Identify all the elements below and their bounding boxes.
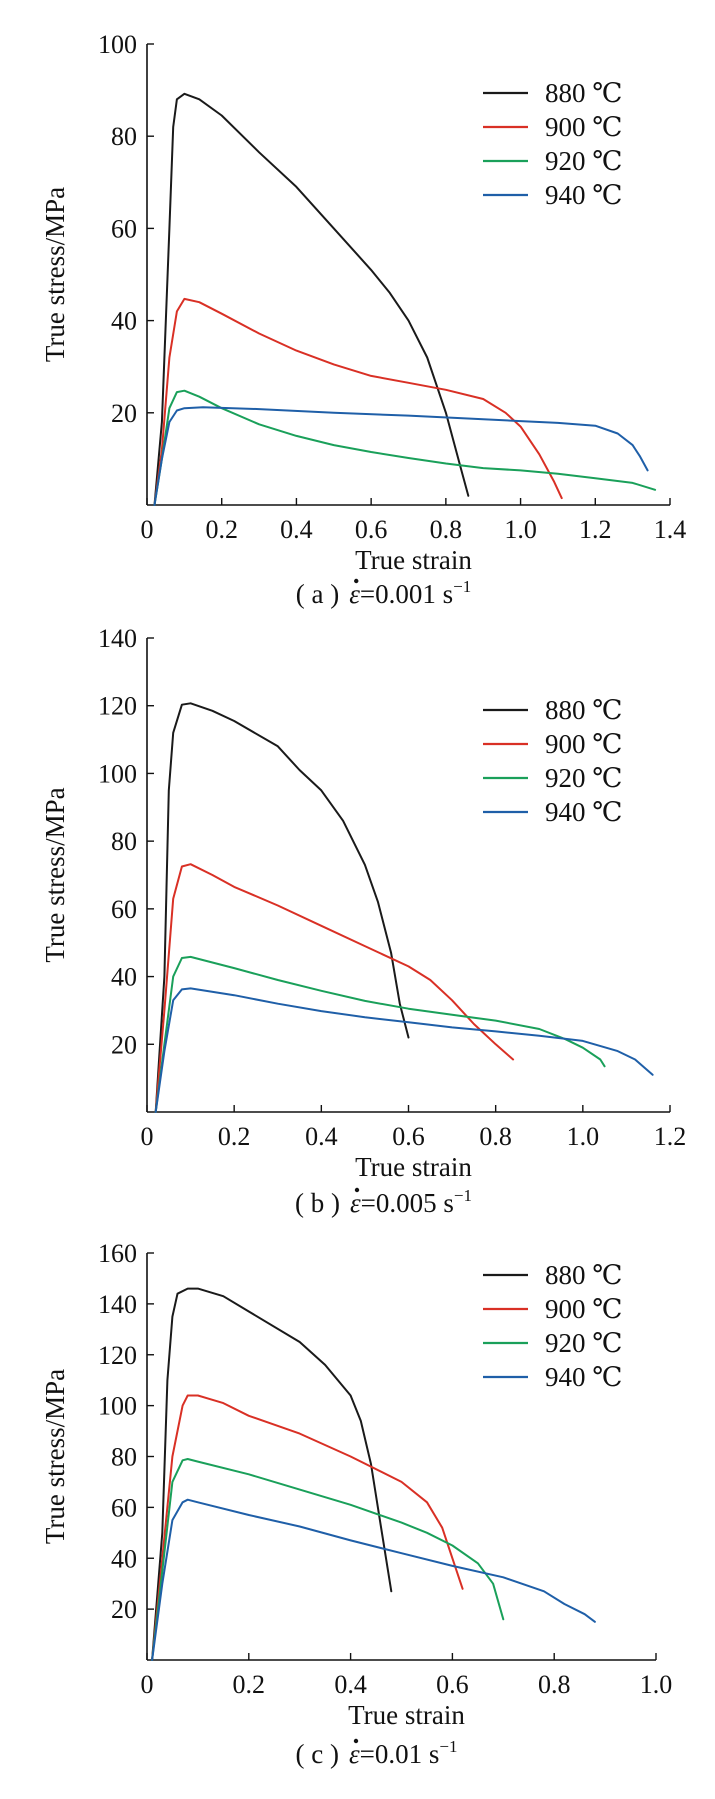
panel-a-x-tick-label: 0.8 bbox=[430, 515, 463, 544]
panel-b-x-axis-title: True strain bbox=[355, 1152, 472, 1182]
panel-a-legend-label-3: 940 ℃ bbox=[545, 180, 622, 210]
panel-a-x-tick-label: 1.2 bbox=[579, 515, 612, 544]
panel-a-y-tick-label: 80 bbox=[111, 122, 137, 151]
panel-c-series-line-1 bbox=[151, 1394, 464, 1661]
panel-a-caption: ( a ) ε=0.001 s−1 bbox=[296, 577, 471, 609]
panel-a-series-line-3 bbox=[153, 406, 649, 506]
panel-b-x-tick-label: 1.2 bbox=[654, 1122, 687, 1151]
panel-b-series-line-0 bbox=[154, 702, 410, 1113]
panel-c-y-tick-label: 60 bbox=[111, 1493, 137, 1522]
panel-a-legend-label-0: 880 ℃ bbox=[545, 78, 622, 108]
panel-a-y-tick-label: 100 bbox=[98, 30, 137, 59]
panel-c-legend-label-2: 920 ℃ bbox=[545, 1328, 622, 1358]
panel-c-x-tick-label: 0.8 bbox=[538, 1670, 571, 1699]
panel-c-caption-dot-mark bbox=[353, 1738, 359, 1744]
panel-c-caption-unit-exponent: −1 bbox=[439, 1737, 457, 1756]
panel-b-y-tick-label: 80 bbox=[111, 827, 137, 856]
panel-c-x-tick-label: 0.4 bbox=[334, 1670, 367, 1699]
panel-c-x-tick-label: 0.2 bbox=[233, 1670, 266, 1699]
panel-b-y-tick-label: 20 bbox=[111, 1030, 137, 1059]
panel-b-legend-label-2: 920 ℃ bbox=[545, 763, 622, 793]
panel-b-caption-prefix: ( b ) bbox=[295, 1188, 340, 1218]
panel-b-legend-label-1: 900 ℃ bbox=[545, 729, 622, 759]
panel-a-series-line-1 bbox=[153, 297, 563, 506]
panel-a-y-tick-label: 20 bbox=[111, 399, 137, 428]
panel-c-legend-label-1: 900 ℃ bbox=[545, 1294, 622, 1324]
panel-c-x-tick-label: 1.0 bbox=[640, 1670, 673, 1699]
panel-c-series-line-2 bbox=[151, 1458, 505, 1661]
panel-a-x-tick-label: 0.6 bbox=[355, 515, 388, 544]
panel-b-caption-symbol: ε bbox=[350, 1188, 361, 1218]
panel-a-y-tick-label: 60 bbox=[111, 214, 137, 243]
panel-b-y-tick-label: 100 bbox=[98, 759, 137, 788]
panel-a-legend-label-2: 920 ℃ bbox=[545, 146, 622, 176]
panel-a-caption-rate: =0.001 s bbox=[360, 579, 453, 609]
panel-a: 0 0.2 0.4 0.6 0.8 1.0 1.2 1.4 20 40 60 80 100 True st… bbox=[40, 30, 686, 609]
panel-b-y-axis-title: True stress/MPa bbox=[40, 787, 70, 962]
panel-c-caption: ( c ) ε=0.01 s−1 bbox=[296, 1737, 458, 1769]
panel-b-caption-unit-exponent: −1 bbox=[454, 1186, 472, 1205]
panel-a-x-tick-label: 0 bbox=[141, 515, 154, 544]
panel-b-caption-rate: =0.005 s bbox=[361, 1188, 454, 1218]
panel-b-x-tick-label: 1.0 bbox=[567, 1122, 600, 1151]
panel-a-y-tick-label: 40 bbox=[111, 307, 137, 336]
panel-a-x-tick-label: 0.4 bbox=[280, 515, 313, 544]
panel-a-x-tick-label: 1.4 bbox=[654, 515, 687, 544]
panel-b-legend-label-0: 880 ℃ bbox=[545, 695, 622, 725]
panel-b-legend: 880 ℃ 900 ℃ 920 ℃ 940 ℃ bbox=[483, 695, 622, 827]
panel-b-caption-dot-mark bbox=[354, 1187, 360, 1193]
panel-b-y-tick-label: 140 bbox=[98, 624, 137, 653]
panel-c-y-tick-label: 160 bbox=[98, 1239, 137, 1268]
panel-c-legend-label-0: 880 ℃ bbox=[545, 1260, 622, 1290]
panel-c-x-axis-title: True strain bbox=[348, 1700, 465, 1730]
panel-c-caption-symbol: ε bbox=[349, 1739, 360, 1769]
panel-a-caption-unit-exponent: −1 bbox=[453, 577, 471, 596]
panel-a-series-line-2 bbox=[153, 389, 657, 506]
panel-a-legend-label-1: 900 ℃ bbox=[545, 112, 622, 142]
panel-b-caption: ( b ) ε=0.005 s−1 bbox=[295, 1186, 472, 1218]
panel-b: 0 0.2 0.4 0.6 0.8 1.0 1.2 20 40 60 80 100 120 140 True… bbox=[40, 624, 686, 1218]
panel-b-y-tick-label: 60 bbox=[111, 895, 137, 924]
panel-c-y-tick-label: 120 bbox=[98, 1341, 137, 1370]
panel-b-x-tick-label: 0.4 bbox=[305, 1122, 338, 1151]
panel-c-x-tick-label: 0.6 bbox=[436, 1670, 469, 1699]
panel-b-series-line-2 bbox=[154, 955, 606, 1113]
panel-c-x-tick-label: 0 bbox=[141, 1670, 154, 1699]
panel-c-legend-label-3: 940 ℃ bbox=[545, 1362, 622, 1392]
panel-b-x-tick-label: 0.2 bbox=[218, 1122, 251, 1151]
panel-b-x-tick-label: 0 bbox=[141, 1122, 154, 1151]
panel-c-legend: 880 ℃ 900 ℃ 920 ℃ 940 ℃ bbox=[483, 1260, 622, 1392]
panel-c-y-tick-label: 100 bbox=[98, 1392, 137, 1421]
panel-a-legend: 880 ℃ 900 ℃ 920 ℃ 940 ℃ bbox=[483, 78, 622, 210]
panel-a-caption-prefix: ( a ) bbox=[296, 579, 339, 609]
panel-a-x-tick-label: 0.2 bbox=[205, 515, 238, 544]
panel-b-x-tick-label: 0.6 bbox=[392, 1122, 425, 1151]
panel-c-y-tick-label: 80 bbox=[111, 1443, 137, 1472]
panel-c-y-tick-label: 140 bbox=[98, 1290, 137, 1319]
panel-b-y-tick-label: 40 bbox=[111, 963, 137, 992]
panel-a-caption-dot-mark bbox=[354, 578, 359, 584]
panel-b-y-tick-label: 120 bbox=[98, 692, 137, 721]
panel-c-caption-prefix: ( c ) bbox=[296, 1739, 339, 1769]
panel-c-series-line-3 bbox=[151, 1498, 596, 1661]
panel-a-x-tick-label: 1.0 bbox=[504, 515, 537, 544]
panel-c-series-line-0 bbox=[151, 1287, 393, 1661]
panel-b-legend-label-3: 940 ℃ bbox=[545, 797, 622, 827]
panel-c-caption-rate: =0.01 s bbox=[360, 1739, 440, 1769]
panel-c-y-tick-label: 40 bbox=[111, 1544, 137, 1573]
panel-a-caption-symbol: ε bbox=[349, 579, 360, 609]
panel-b-series-line-3 bbox=[154, 987, 654, 1113]
panel-c-y-axis-title: True stress/MPa bbox=[40, 1369, 70, 1544]
panel-a-y-axis-title: True stress/MPa bbox=[40, 187, 70, 362]
panel-c: 0 0.2 0.4 0.6 0.8 1.0 20 40 60 80 100 120 140 160 True… bbox=[40, 1239, 672, 1769]
panel-b-x-tick-label: 0.8 bbox=[479, 1122, 512, 1151]
panel-b-series-line-1 bbox=[154, 863, 515, 1113]
panel-a-x-axis-title: True strain bbox=[355, 545, 472, 575]
panel-a-series-line-0 bbox=[153, 92, 470, 506]
panel-c-y-tick-label: 20 bbox=[111, 1595, 137, 1624]
